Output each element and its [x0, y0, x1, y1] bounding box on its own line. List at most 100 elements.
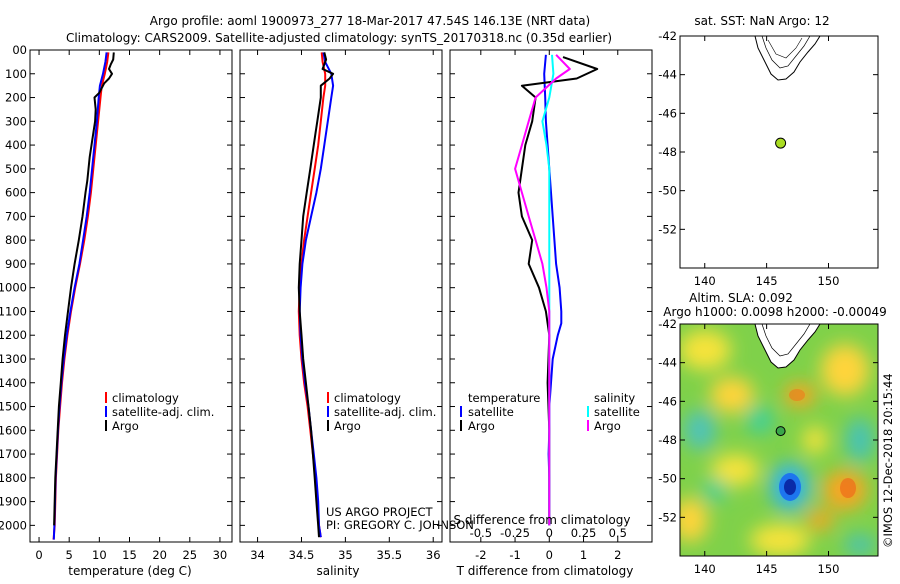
- x-tick-label-s: 0: [546, 526, 553, 540]
- temperature-axes: [29, 49, 233, 543]
- y-tick-label: 400: [5, 138, 27, 152]
- y-tick-label: 600: [5, 186, 27, 200]
- y-tick-label: 200: [5, 91, 27, 105]
- y-tick-label: 1100: [0, 304, 27, 318]
- map-y-tick-label: -44: [658, 68, 677, 82]
- legend-label-t-argo: Argo: [468, 419, 495, 433]
- x-tick-label: -1: [509, 548, 520, 562]
- x-tick-label: 1: [580, 548, 587, 562]
- x-tick-label: 34: [250, 548, 265, 562]
- legend-label-satellite: satellite-adj. clim.: [112, 405, 214, 419]
- map-ticks: 140 145 150 -52 -50 -48 -46 -44 -42 140 145 150 -52 -…: [658, 29, 878, 576]
- legend-label-t-satellite: satellite: [468, 405, 514, 419]
- legend-label-climatology: climatology: [334, 391, 401, 405]
- series-satellite-adj-clim-: [298, 52, 335, 538]
- series-argo: [297, 52, 335, 538]
- credit-pi: PI: GREGORY C. JOHNSON: [326, 518, 474, 532]
- legend-label-s-argo: Argo: [594, 419, 621, 433]
- map-y-tick-label: -48: [658, 433, 677, 447]
- y-tick-label: 1200: [0, 328, 27, 342]
- imos-stamp: ©IMOS 12-Dec-2018 20:15:44: [881, 373, 895, 548]
- legend-label-satellite: satellite-adj. clim.: [334, 405, 436, 419]
- sst-map-title: sat. SST: NaN Argo: 12: [694, 14, 829, 28]
- x-tick-label-s: 0.25: [571, 526, 597, 540]
- axis-ticks: 0010020030040050060070080090010001100120…: [0, 43, 652, 562]
- x-tick-label: 30: [213, 548, 228, 562]
- float-location-marker: [775, 137, 787, 149]
- difference-axes: [449, 49, 653, 543]
- difference-legend: temperature salinity satellite Argo sate…: [460, 391, 640, 433]
- x-tick-label: 36: [426, 548, 441, 562]
- legend-label-s-satellite: satellite: [594, 405, 640, 419]
- map-x-tick-label: 150: [818, 274, 840, 288]
- y-tick-label: 1600: [0, 423, 27, 437]
- legend-label-argo: Argo: [112, 419, 139, 433]
- x-tick-label: 34.5: [289, 548, 315, 562]
- x-tick-label: 15: [122, 548, 137, 562]
- credit-project: US ARGO PROJECT: [326, 505, 434, 519]
- header-line1: Argo profile: aoml 1900973_277 18-Mar-20…: [150, 14, 590, 28]
- x-tick-label: 25: [182, 548, 197, 562]
- temperature-xlabel: temperature (deg C): [68, 564, 191, 578]
- map-y-tick-label: -50: [658, 184, 677, 198]
- y-tick-label: 300: [5, 114, 27, 128]
- x-tick-label-s: -0.5: [470, 526, 492, 540]
- difference-xlabel: T difference from climatology: [456, 564, 634, 578]
- y-tick-label: 1400: [0, 376, 27, 390]
- y-tick-label: 00: [12, 43, 27, 57]
- series-t-argo: [517, 56, 599, 526]
- map-y-tick-label: -50: [658, 472, 677, 486]
- x-tick-label: 35: [338, 548, 353, 562]
- map-y-tick-label: -46: [658, 394, 677, 408]
- sst-coastline: [754, 36, 821, 81]
- x-tick-label: 5: [66, 548, 73, 562]
- y-tick-label: 1000: [0, 281, 27, 295]
- sst-map-axes: [679, 35, 879, 269]
- y-tick-label: 1900: [0, 495, 27, 509]
- y-tick-label: 1700: [0, 447, 27, 461]
- map-x-tick-label: 150: [818, 562, 840, 576]
- map-y-tick-label: -44: [658, 356, 677, 370]
- temperature-legend: climatology satellite-adj. clim. Argo: [105, 391, 214, 433]
- y-tick-label: 1300: [0, 352, 27, 366]
- profile-series: [52, 52, 599, 540]
- y-tick-label: 1800: [0, 471, 27, 485]
- sla-heatmap: [680, 324, 878, 556]
- salinity-legend: climatology satellite-adj. clim. Argo: [327, 391, 436, 433]
- legend-label-argo: Argo: [334, 419, 361, 433]
- x-tick-label: -2: [475, 548, 486, 562]
- x-tick-label-s: -0.25: [500, 526, 530, 540]
- series-argo: [53, 52, 115, 526]
- y-tick-label: 500: [5, 162, 27, 176]
- sla-map-subtitle: Argo h1000: 0.0098 h2000: -0.00049: [663, 305, 886, 319]
- map-x-tick-label: 140: [694, 274, 716, 288]
- header-line2: Climatology: CARS2009. Satellite-adjuste…: [66, 31, 612, 45]
- sla-map-title: Altim. SLA: 0.092: [689, 291, 793, 305]
- y-tick-label: 1500: [0, 400, 27, 414]
- map-y-tick-label: -48: [658, 145, 677, 159]
- map-y-tick-label: -46: [658, 106, 677, 120]
- x-tick-label: 35.5: [376, 548, 402, 562]
- y-tick-label: 900: [5, 257, 27, 271]
- legend-title-salinity: salinity: [594, 391, 635, 405]
- series-climatology: [52, 52, 110, 540]
- x-tick-label-s: 0.5: [609, 526, 627, 540]
- x-tick-label: 0: [35, 548, 42, 562]
- y-tick-label: 2000: [0, 518, 27, 532]
- series-s-argo: [514, 54, 571, 526]
- salinity-axes: [239, 49, 443, 543]
- legend-label-climatology: climatology: [112, 391, 179, 405]
- legend-title-temperature: temperature: [468, 391, 540, 405]
- x-tick-label: 10: [92, 548, 107, 562]
- map-y-tick-label: -52: [658, 222, 677, 236]
- map-y-tick-label: -42: [658, 29, 677, 43]
- map-x-tick-label: 145: [756, 274, 778, 288]
- float-location-marker: [775, 426, 786, 437]
- salinity-xlabel: salinity: [316, 564, 359, 578]
- map-x-tick-label: 145: [756, 562, 778, 576]
- map-y-tick-label: -52: [658, 510, 677, 524]
- x-tick-label: 2: [614, 548, 621, 562]
- y-tick-label: 100: [5, 67, 27, 81]
- map-x-tick-label: 140: [694, 562, 716, 576]
